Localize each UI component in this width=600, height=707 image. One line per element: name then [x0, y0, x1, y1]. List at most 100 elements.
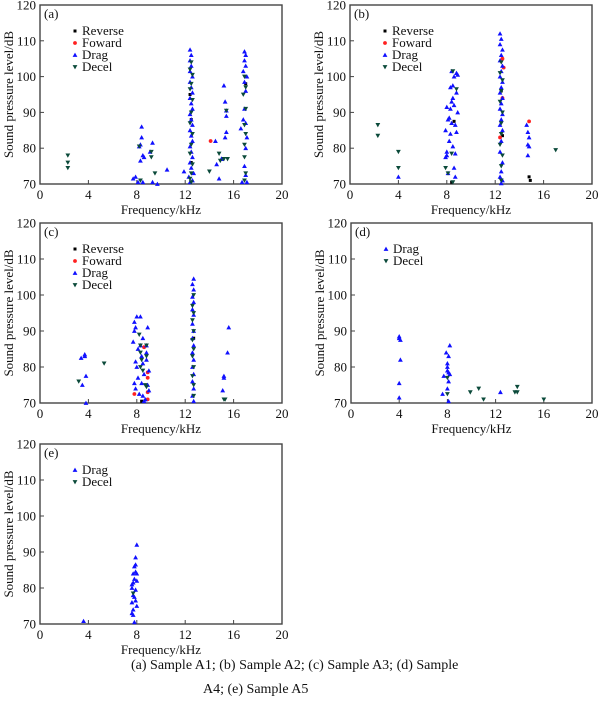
data-point-decel	[190, 131, 195, 137]
data-point-drag	[130, 571, 136, 576]
data-point-drag	[498, 84, 504, 90]
data-point-drag	[445, 386, 450, 391]
data-point-decel	[188, 180, 194, 185]
figure-caption-line-2: A4; (e) Sample A5	[203, 682, 309, 697]
data-point-drag	[450, 95, 456, 100]
data-point-drag	[244, 135, 250, 140]
data-point-drag	[498, 117, 504, 122]
data-point-decel	[191, 393, 197, 399]
data-point-drag	[498, 101, 504, 106]
y-tick-label: 70	[333, 177, 346, 192]
data-point-decel	[136, 144, 142, 149]
x-tick-label: 20	[586, 406, 599, 421]
data-point-decel	[187, 151, 193, 156]
data-point-drag	[455, 72, 461, 77]
data-point-decel	[497, 71, 503, 76]
data-point-drag	[440, 391, 445, 396]
data-point-decel	[243, 106, 249, 112]
data-point-decel	[144, 354, 149, 359]
x-tick-label: 0	[348, 406, 355, 421]
legend-label-drag: Drag	[393, 241, 419, 256]
data-point-drag	[446, 138, 452, 143]
data-point-drag	[79, 382, 85, 387]
data-point-drag	[190, 106, 195, 111]
y-tick-label: 90	[23, 105, 36, 120]
data-point-drag	[144, 357, 149, 362]
x-axis-label: Frequency/kHz	[121, 642, 201, 657]
data-point-drag	[226, 325, 232, 330]
x-tick-label: 16	[227, 406, 241, 421]
data-point-drag	[396, 395, 402, 400]
data-point-drag	[133, 555, 138, 560]
data-point-drag	[187, 47, 193, 52]
data-point-decel	[191, 311, 197, 316]
y-tick-label: 100	[17, 288, 37, 303]
x-axis-label: Frequency/kHz	[431, 202, 511, 217]
data-point-drag	[498, 180, 504, 186]
data-point-drag	[243, 88, 249, 93]
data-point-drag	[191, 170, 197, 176]
data-point-decel	[188, 142, 194, 148]
legend-label-foward: Foward	[392, 35, 432, 50]
legend-label-drag: Drag	[392, 47, 418, 62]
y-tick-label: 110	[328, 252, 347, 267]
data-point-drag	[139, 124, 145, 129]
data-point-decel	[188, 81, 194, 87]
data-point-drag	[134, 571, 140, 576]
legend-label-decel: Decel	[82, 277, 113, 292]
y-tick-label: 80	[23, 581, 36, 596]
y-tick-label: 70	[334, 396, 347, 411]
data-point-drag	[130, 339, 136, 344]
data-point-drag	[497, 174, 503, 179]
data-point-decel	[216, 151, 222, 156]
chart-panel-e: 0 4 8 12 16 20 70 80 90 100 110 120 Frequency/kHz Sou…	[1, 437, 289, 658]
data-point-drag	[190, 350, 195, 355]
data-point-foward	[527, 119, 531, 124]
x-tick-label: 8	[444, 187, 451, 202]
data-point-decel	[498, 178, 504, 183]
data-point-drag	[446, 115, 452, 120]
data-point-drag	[141, 398, 147, 404]
data-point-drag	[497, 41, 503, 47]
data-point-drag	[82, 353, 88, 359]
data-point-drag	[138, 158, 143, 163]
data-point-drag	[134, 542, 140, 547]
data-point-decel	[144, 343, 149, 348]
data-point-decel	[443, 165, 448, 171]
data-point-drag	[191, 357, 197, 362]
data-point-decel	[481, 397, 486, 402]
chart-panel-c: 0 4 8 12 16 20 70 80 90 100 110 120 Frequency/kHz Sou…	[1, 216, 289, 437]
y-axis-label: Sound pressure level/dB	[1, 249, 16, 376]
legend-marker-drag	[72, 52, 78, 57]
data-point-decel	[243, 131, 249, 137]
data-point-drag	[240, 117, 246, 122]
data-point-drag	[131, 380, 137, 386]
data-point-foward	[132, 392, 137, 396]
data-point-drag	[448, 106, 453, 111]
data-point-decel	[188, 60, 194, 65]
data-point-drag	[448, 131, 453, 136]
legend-marker-foward	[73, 259, 77, 263]
data-point-drag	[131, 619, 137, 625]
data-point-drag	[213, 138, 218, 143]
y-tick-label: 100	[17, 69, 37, 84]
data-point-decel	[445, 392, 450, 397]
data-point-decel	[191, 383, 197, 388]
data-point-drag	[525, 129, 531, 135]
data-point-drag	[139, 353, 145, 359]
data-point-drag	[133, 386, 138, 391]
data-point-decel	[188, 110, 194, 115]
data-point-drag	[225, 350, 230, 355]
data-point-decel	[445, 171, 451, 176]
data-point-drag	[451, 165, 457, 170]
y-tick-label: 120	[328, 216, 348, 231]
x-tick-label: 20	[276, 187, 289, 202]
data-point-decel	[187, 176, 193, 182]
data-point-decel	[190, 354, 195, 359]
data-point-drag	[140, 179, 146, 185]
data-point-decel	[191, 293, 197, 298]
data-point-drag	[187, 111, 193, 117]
legend-label-foward: Foward	[82, 35, 122, 50]
x-tick-label: 4	[396, 406, 403, 421]
data-point-drag	[188, 165, 194, 170]
